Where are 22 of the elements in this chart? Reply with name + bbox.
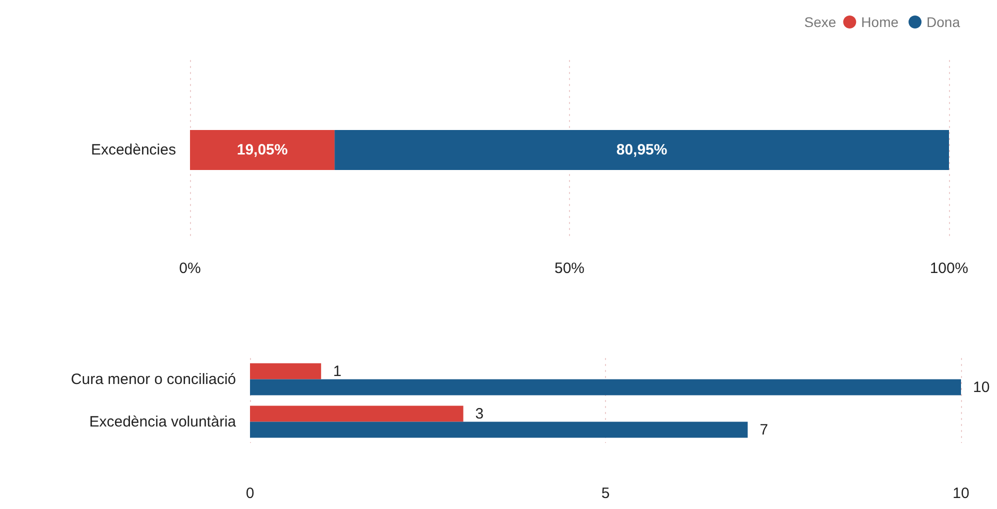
bar (250, 379, 961, 396)
data-label: 7 (760, 421, 768, 438)
x-tick-label: 0% (179, 260, 201, 277)
data-label: 10 (973, 378, 990, 396)
data-label: 80,95% (616, 142, 668, 158)
legend-label: Home (861, 14, 899, 30)
x-tick-label: 5 (601, 485, 610, 502)
bar (250, 363, 322, 380)
data-label: 1 (333, 362, 342, 380)
legend-label: Dona (926, 14, 960, 30)
x-tick-label: 10 (952, 485, 970, 502)
x-tick-label: 100% (930, 260, 968, 277)
x-tick-label: 0 (246, 485, 254, 502)
bar (250, 406, 464, 422)
y-tick-label: Cura menor o conciliació (70, 370, 236, 388)
bar (250, 422, 748, 438)
data-label: 19,05% (236, 142, 288, 158)
y-tick-label: Excedència voluntària (89, 413, 237, 430)
y-tick-label: Excedències (90, 142, 176, 158)
data-label: 3 (475, 405, 484, 422)
legend-title: Sexe (804, 14, 836, 30)
x-tick-label: 50% (554, 260, 585, 277)
